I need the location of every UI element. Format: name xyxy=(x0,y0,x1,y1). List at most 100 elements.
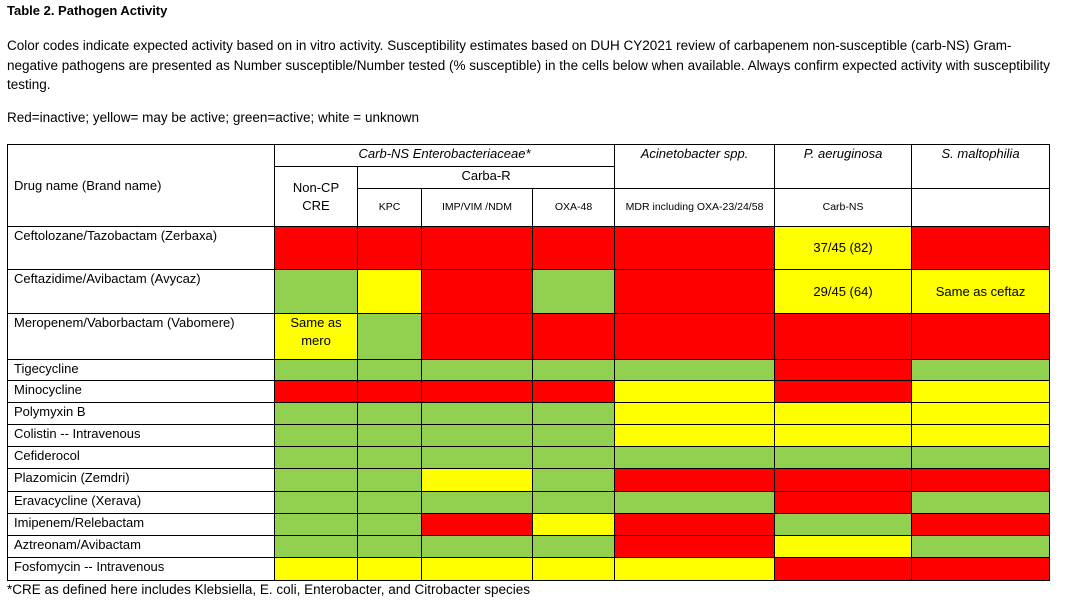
activity-cell xyxy=(614,446,776,469)
activity-cell xyxy=(774,402,913,425)
drug-name: Imipenem/Relebactam xyxy=(7,513,275,536)
activity-cell xyxy=(421,380,533,403)
activity-cell xyxy=(274,535,358,558)
activity-cell: Same as ceftaz xyxy=(911,269,1051,314)
activity-cell xyxy=(421,446,533,469)
activity-cell xyxy=(531,424,616,447)
table-row: Polymyxin B xyxy=(7,402,1051,425)
activity-cell xyxy=(911,402,1051,425)
activity-cell xyxy=(911,313,1051,360)
drug-name: Fosfomycin -- Intravenous xyxy=(7,557,275,581)
activity-cell xyxy=(274,226,358,270)
activity-cell xyxy=(614,380,776,403)
activity-cell xyxy=(911,359,1051,381)
activity-cell xyxy=(357,424,422,447)
legend: Red=inactive; yellow= may be active; gre… xyxy=(7,110,419,125)
header-cell: Carb-NS xyxy=(774,188,913,227)
activity-cell xyxy=(614,359,776,381)
activity-cell xyxy=(774,513,913,536)
activity-cell xyxy=(531,380,616,403)
table-row: Eravacycline (Xerava) xyxy=(7,491,1051,514)
activity-cell xyxy=(421,402,533,425)
activity-cell xyxy=(614,402,776,425)
activity-cell xyxy=(911,380,1051,403)
activity-cell xyxy=(531,446,616,469)
drug-name: Ceftolozane/Tazobactam (Zerbaxa) xyxy=(7,226,275,270)
activity-cell xyxy=(911,557,1051,581)
table-row: Ceftolozane/Tazobactam (Zerbaxa) 37/45 (8… xyxy=(7,226,1051,270)
activity-cell xyxy=(531,535,616,558)
activity-cell xyxy=(531,402,616,425)
table-row: Ceftazidime/Avibactam (Avycaz) 29/45 (64)… xyxy=(7,269,1051,314)
drug-name: Cefiderocol xyxy=(7,446,275,469)
activity-cell xyxy=(274,468,358,492)
activity-cell xyxy=(357,269,422,314)
footnote: *CRE as defined here includes Klebsiella… xyxy=(7,582,531,597)
table-row: Aztreonam/Avibactam xyxy=(7,535,1051,558)
activity-cell xyxy=(614,226,776,270)
table-row: Cefiderocol xyxy=(7,446,1051,469)
activity-cell xyxy=(531,226,616,270)
activity-cell xyxy=(357,557,422,581)
activity-cell xyxy=(774,491,913,514)
activity-cell xyxy=(531,557,616,581)
activity-table: Drug name (Brand name) Carb-NS Enterobac… xyxy=(7,144,1051,581)
activity-cell xyxy=(614,491,776,514)
activity-cell xyxy=(421,468,533,492)
header-cell: Carba-R xyxy=(356,166,616,189)
table-row: Plazomicin (Zemdri) xyxy=(7,468,1051,492)
activity-cell xyxy=(531,491,616,514)
header-row: KPC IMP/VIM /NDM OXA-48 MDR including OX… xyxy=(8,188,1051,227)
header-cell: IMP/VIM /NDM xyxy=(421,188,533,227)
description: Color codes indicate expected activity b… xyxy=(7,38,1051,92)
activity-cell xyxy=(774,359,913,381)
activity-cell xyxy=(774,380,913,403)
activity-cell xyxy=(421,269,533,314)
activity-cell xyxy=(531,269,616,314)
activity-cell xyxy=(421,424,533,447)
activity-cell xyxy=(911,535,1051,558)
activity-cell xyxy=(274,380,358,403)
header-cell: OXA-48 xyxy=(531,188,616,227)
activity-cell xyxy=(774,557,913,581)
activity-cell xyxy=(274,359,358,381)
drug-name: Polymyxin B xyxy=(7,402,275,425)
activity-cell xyxy=(421,535,533,558)
activity-cell xyxy=(774,424,913,447)
drug-name: Meropenem/Vaborbactam (Vabomere) xyxy=(7,313,275,360)
activity-cell xyxy=(614,513,776,536)
activity-cell xyxy=(911,468,1051,492)
header-cell xyxy=(911,188,1051,227)
header-cell: Carb-NS Enterobacteriaceae* xyxy=(273,144,616,167)
header-cell: S. maltophilia xyxy=(911,144,1051,189)
activity-cell xyxy=(357,226,422,270)
activity-cell xyxy=(274,424,358,447)
activity-cell: 37/45 (82) xyxy=(774,226,913,270)
activity-cell xyxy=(274,402,358,425)
activity-cell xyxy=(357,359,422,381)
activity-cell xyxy=(531,359,616,381)
table-row: Colistin -- Intravenous xyxy=(7,424,1051,447)
header-row: Drug name (Brand name) Carb-NS Enterobac… xyxy=(7,144,1051,227)
drug-name: Plazomicin (Zemdri) xyxy=(7,468,275,492)
activity-cell xyxy=(614,313,776,360)
header-cell: P. aeruginosa xyxy=(774,144,913,189)
table-row: Tigecycline xyxy=(7,359,1051,381)
activity-cell xyxy=(274,513,358,536)
activity-cell xyxy=(531,313,616,360)
activity-cell xyxy=(357,380,422,403)
activity-cell xyxy=(421,226,533,270)
activity-cell: 29/45 (64) xyxy=(774,269,913,314)
drug-name: Minocycline xyxy=(7,380,275,403)
table-row: Imipenem/Relebactam xyxy=(7,513,1051,536)
activity-cell xyxy=(357,535,422,558)
activity-cell xyxy=(357,491,422,514)
activity-cell xyxy=(274,557,358,581)
header-cell: Acinetobacter spp. xyxy=(614,144,776,189)
activity-cell xyxy=(911,424,1051,447)
header-cell: Non-CP CRE xyxy=(274,166,358,227)
activity-cell xyxy=(357,468,422,492)
activity-cell xyxy=(614,557,776,581)
activity-cell xyxy=(357,513,422,536)
